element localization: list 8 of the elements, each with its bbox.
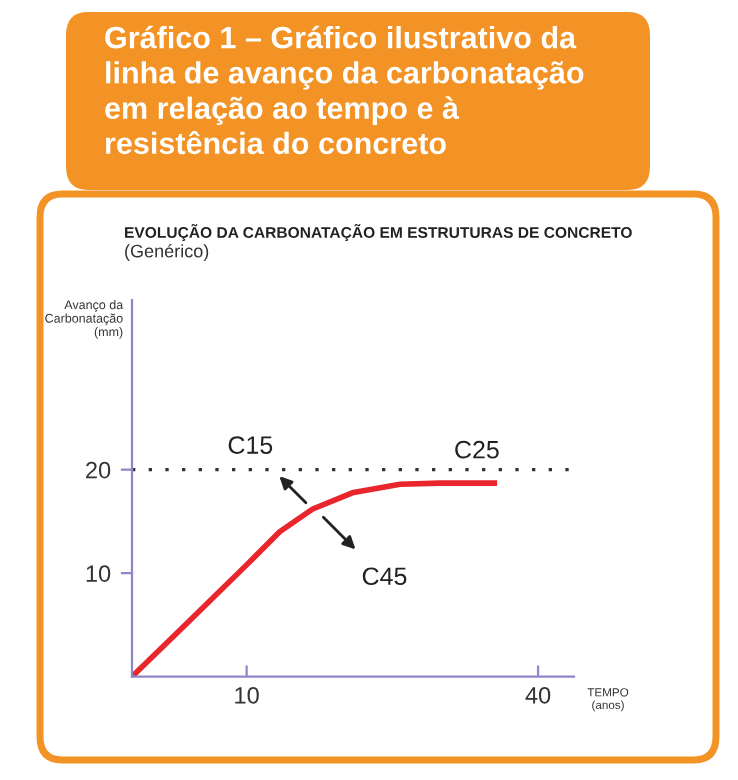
text: (Genérico) — [125, 243, 209, 262]
line-series — [132, 480, 498, 677]
y-tick-label: 20 — [86, 461, 111, 479]
annotation: C45 — [362, 567, 407, 586]
annotation: C25 — [455, 440, 499, 459]
annotation: C15 — [228, 436, 273, 454]
x-tick-label: 40 — [525, 686, 551, 704]
chart-title: Gráfico 1 – Gráfico ilustrativo da linha de avanço da carbonatação em relação ao tempo e à resistência do concreto — [105, 25, 584, 155]
